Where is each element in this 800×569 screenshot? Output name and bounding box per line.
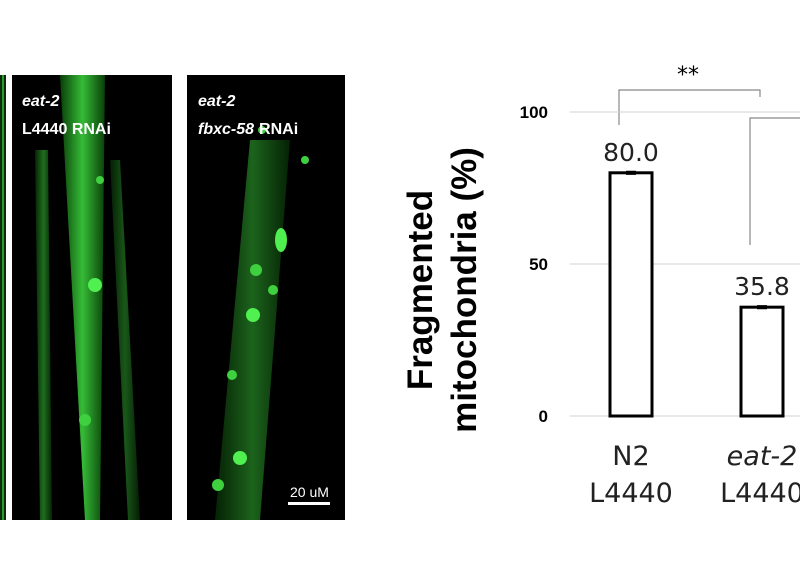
error-bar — [757, 305, 767, 310]
panel-label: eat-2 — [198, 93, 235, 110]
x-tick-label: eat-2 — [727, 441, 798, 472]
scale-bar-label: 20 uM — [290, 484, 329, 500]
x-tick-label: L4440 — [720, 478, 800, 509]
micrograph — [12, 75, 172, 520]
bar — [608, 171, 654, 418]
y-tick-label: 100 — [520, 103, 548, 122]
panel-label: L4440 RNAi — [22, 121, 111, 138]
panel-label: fbxc-58 — [198, 121, 254, 138]
bar — [739, 305, 785, 418]
y-axis-title: mitochondria (%) — [445, 147, 484, 433]
image-edge — [2, 75, 4, 520]
micrograph — [187, 75, 345, 520]
error-bar — [626, 170, 636, 175]
x-tick-label: L4440 — [589, 478, 673, 509]
value-label: 80.0 — [603, 138, 659, 167]
panel-label: RNAi — [259, 121, 298, 138]
scale-bar — [288, 502, 330, 505]
x-tick-label: N2 — [612, 441, 649, 472]
panel-label: fbxc-58 RNAi — [198, 121, 298, 138]
panel-label: eat-2 — [22, 93, 59, 110]
y-tick-label: 0 — [539, 407, 548, 426]
significance-bracket — [618, 89, 761, 125]
y-axis-title: Fragmented — [401, 190, 440, 390]
value-label: 35.8 — [734, 272, 790, 301]
y-tick-label: 50 — [529, 255, 548, 274]
significance-bracket — [749, 117, 800, 245]
significance-label: ** — [677, 63, 699, 88]
